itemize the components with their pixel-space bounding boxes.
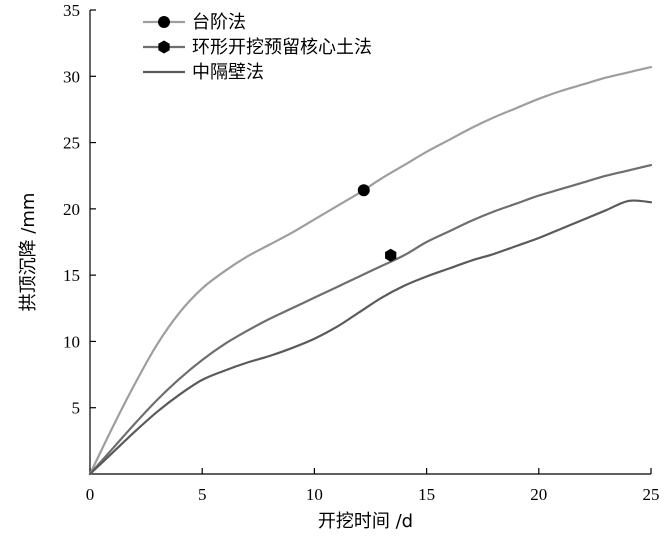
- x-tick-label: 5: [198, 485, 207, 504]
- series-1: [88, 65, 653, 476]
- x-tick-label: 15: [418, 485, 435, 504]
- series-layer: [88, 65, 653, 476]
- series-marker: [385, 248, 397, 262]
- legend-item: 环形开挖预留核心土法: [143, 37, 372, 58]
- y-tick-label: 15: [63, 266, 80, 285]
- axes: 0 5 10 15 20 25 5 10 15 20 25 30 35: [63, 1, 660, 504]
- x-tick-label: 0: [86, 485, 95, 504]
- legend-label: 台阶法: [192, 12, 246, 33]
- x-tick-label: 10: [306, 485, 323, 504]
- legend-item: 中隔壁法: [143, 62, 264, 83]
- x-tick-label: 25: [643, 485, 660, 504]
- legend-marker: [158, 40, 170, 54]
- legend-item: 台阶法: [143, 12, 246, 33]
- legend-marker: [158, 16, 170, 28]
- y-tick-label: 20: [63, 200, 80, 219]
- y-tick-label: 10: [63, 332, 80, 351]
- y-tick-label: 5: [72, 399, 81, 418]
- y-tick-label: 35: [63, 1, 80, 20]
- y-axis-title: 拱顶沉降 /mm: [18, 193, 39, 312]
- series-line: [88, 164, 653, 476]
- series-line: [88, 65, 653, 476]
- x-tick-label: 20: [530, 485, 547, 504]
- y-tick-label: 30: [63, 67, 80, 86]
- x-axis-title: 开挖时间 /d: [318, 511, 413, 532]
- series-2: [88, 164, 653, 476]
- series-3: [88, 199, 653, 476]
- legend-label: 环形开挖预留核心土法: [192, 37, 372, 58]
- series-marker: [357, 184, 370, 197]
- series-line: [88, 199, 653, 476]
- y-tick-label: 25: [63, 134, 80, 153]
- legend-label: 中隔壁法: [192, 62, 264, 83]
